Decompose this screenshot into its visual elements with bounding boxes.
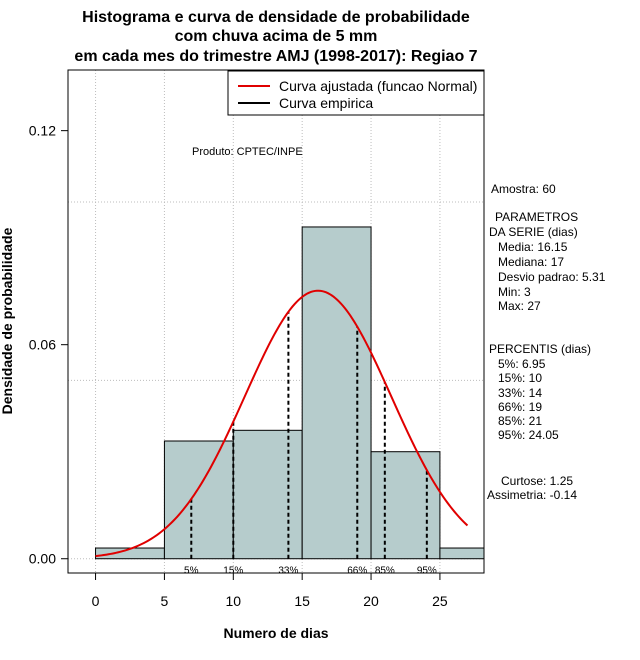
- stat-percentil: 85%: 21: [498, 414, 542, 428]
- stat-param: Media: 16.15: [498, 240, 568, 254]
- stat-percentil: 33%: 14: [498, 386, 542, 400]
- x-tick-label: 0: [92, 593, 100, 609]
- histogram-bar: [232, 429, 303, 560]
- stat-param: Min: 3: [498, 285, 531, 299]
- stat-assimetria: Assimetria: -0.14: [487, 488, 577, 502]
- histogram-bar: [163, 440, 234, 560]
- stat-param-head-2: DA SERIE (dias): [489, 225, 578, 239]
- histogram-bars: [95, 226, 485, 560]
- percentile-label: 33%: [278, 566, 298, 577]
- x-axis-label: Numero de dias: [223, 625, 328, 641]
- stat-percentil: 5%: 6.95: [498, 357, 546, 371]
- stat-percentil: 15%: 10: [498, 371, 542, 385]
- legend: Curva ajustada (funcao Normal) Curva emp…: [227, 70, 485, 116]
- x-tick-label: 5: [161, 593, 169, 609]
- chart-title-line-3: em cada mes do trimestre AMJ (1998-2017)…: [74, 48, 477, 65]
- stat-param: Desvio padrao: 5.31: [498, 270, 606, 284]
- chart-title-line-2: com chuva acima de 5 mm: [175, 28, 378, 45]
- legend-label-fitted: Curva ajustada (funcao Normal): [279, 78, 477, 94]
- stat-amostra: Amostra: 60: [491, 182, 556, 196]
- percentile-label: 5%: [184, 566, 199, 577]
- normal-curve-layer: [95, 289, 469, 558]
- y-axis-label: Densidade de probabilidade: [0, 227, 15, 414]
- normal-curve: [95, 289, 469, 558]
- stat-param: Max: 27: [498, 299, 541, 313]
- percentile-markers: 5% 15% 33% 66% 85% 95%: [184, 311, 437, 577]
- percentile-label: 15%: [223, 566, 243, 577]
- stat-percentil: 66%: 19: [498, 400, 542, 414]
- stat-curtose: Curtose: 1.25: [501, 474, 573, 488]
- stat-param-head-1: PARAMETROS: [495, 210, 578, 224]
- histogram-bar: [439, 547, 485, 560]
- stats-panel: Amostra: 60 PARAMETROS DA SERIE (dias) M…: [487, 182, 606, 502]
- chart-title-line-1: Histograma e curva de densidade de proba…: [82, 9, 470, 26]
- y-tick-label: 0.12: [29, 123, 56, 139]
- legend-box: [227, 70, 485, 116]
- percentile-label: 85%: [375, 566, 395, 577]
- x-tick-label: 20: [363, 593, 379, 609]
- stat-param: Mediana: 17: [498, 255, 564, 269]
- stat-percentis-head: PERCENTIS (dias): [489, 342, 591, 356]
- x-tick-label: 15: [294, 593, 310, 609]
- histogram-bar: [370, 451, 441, 560]
- x-tick-label: 25: [432, 593, 448, 609]
- histogram-bar: [301, 226, 372, 560]
- stat-percentil: 95%: 24.05: [498, 428, 559, 442]
- watermark-text: Produto: CPTEC/INPE: [192, 146, 303, 158]
- axes: 0 5 10 15 20 25 0.00 0.06 0.12: [29, 123, 448, 609]
- legend-label-empirical: Curva empirica: [279, 95, 373, 111]
- y-tick-label: 0.06: [29, 337, 56, 353]
- y-tick-label: 0.00: [29, 551, 56, 567]
- percentile-label: 66%: [347, 566, 367, 577]
- x-tick-label: 10: [226, 593, 242, 609]
- percentile-label: 95%: [417, 566, 437, 577]
